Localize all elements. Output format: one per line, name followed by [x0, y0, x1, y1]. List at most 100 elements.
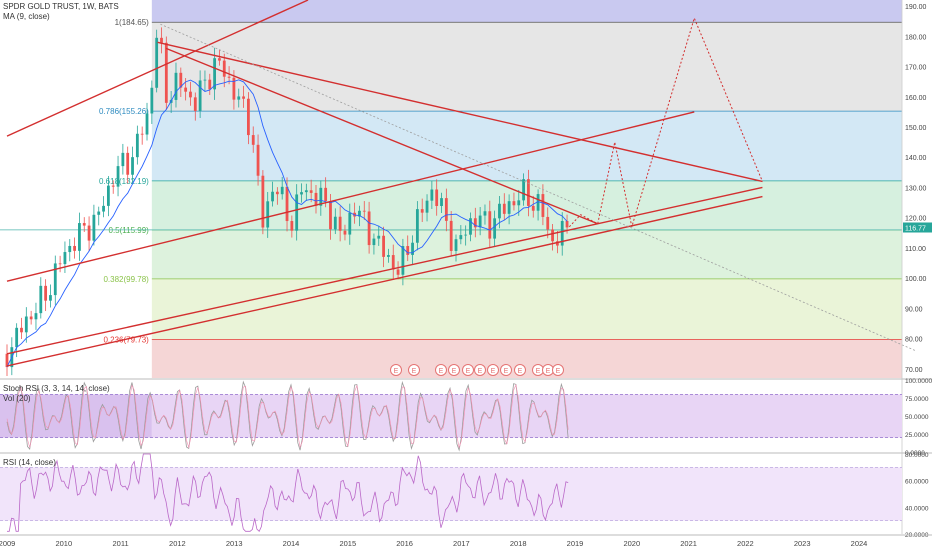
- event-label-5: E: [478, 368, 483, 375]
- candle-body: [203, 79, 207, 81]
- candle-body: [517, 200, 521, 206]
- fib-label-1: 0.786(155.26): [99, 107, 149, 116]
- candle-body: [58, 263, 62, 265]
- event-label-1: E: [412, 368, 417, 375]
- time-tick-2014: 2014: [283, 539, 300, 548]
- candle-body: [527, 179, 530, 206]
- event-label-11: E: [556, 368, 561, 375]
- time-tick-2018: 2018: [510, 539, 527, 548]
- candle-body: [396, 269, 400, 275]
- candle-body: [406, 246, 410, 255]
- candle-body: [512, 201, 516, 206]
- candle-body: [401, 246, 405, 275]
- candle-body: [34, 313, 38, 320]
- support-line-1: [6, 186, 763, 355]
- candle-body: [290, 221, 294, 231]
- candle-body: [459, 235, 463, 240]
- candle-body: [227, 76, 231, 78]
- candle-body: [5, 353, 9, 368]
- candle-body: [155, 37, 159, 88]
- resistance-line-1: [157, 41, 763, 183]
- candle-body: [343, 230, 347, 235]
- price-tick-4: 150.00: [905, 125, 927, 132]
- price-tick-9: 100.00: [905, 276, 927, 283]
- price-tick-11: 80.00: [905, 337, 923, 344]
- main-legend: SPDR GOLD TRUST, 1W, BATS MA (9, close): [3, 2, 119, 22]
- chart-title: SPDR GOLD TRUST, 1W, BATS: [3, 2, 119, 11]
- candle-body: [97, 211, 101, 215]
- candle-body: [24, 316, 28, 333]
- rsi-line: [7, 453, 569, 533]
- stoch-d-line: [6, 383, 569, 449]
- candle-body: [464, 234, 468, 236]
- candle-body: [121, 152, 125, 167]
- stoch-tick-0: 100.0000: [905, 378, 932, 385]
- rsi-label: RSI (14, close): [3, 458, 56, 467]
- time-tick-2011: 2011: [113, 539, 129, 548]
- ma-indicator-label: MA (9, close): [3, 12, 50, 21]
- price-tick-3: 160.00: [905, 95, 927, 102]
- event-label-10: E: [546, 368, 551, 375]
- fib-zone-1-786: [151, 22, 903, 112]
- price-tick-1: 180.00: [905, 34, 927, 41]
- candle-body: [411, 242, 414, 255]
- event-marker-6: [487, 364, 499, 376]
- stoch-rsi-label: Stoch RSI (3, 3, 14, 14, close): [3, 384, 110, 393]
- fib-zone-618-5: [151, 180, 903, 230]
- candle-body: [449, 220, 453, 251]
- candle-body: [29, 316, 33, 320]
- candle-body: [131, 157, 134, 175]
- candle-body: [208, 79, 212, 90]
- candles: [5, 27, 569, 377]
- candle-body: [198, 80, 202, 111]
- time-tick-2012: 2012: [169, 539, 186, 548]
- fib-label-5: 0.236(79.73): [103, 336, 149, 345]
- candle-body: [488, 211, 492, 239]
- stoch-tick-3: 25.0000: [905, 432, 929, 439]
- candle-body: [106, 185, 110, 206]
- candle-body: [319, 187, 323, 206]
- candle-body: [73, 245, 76, 251]
- candle-body: [324, 187, 328, 201]
- candle-body: [140, 133, 144, 135]
- candle-body: [483, 211, 487, 216]
- candle-body: [150, 87, 154, 114]
- stoch-tick-4: 0.0000: [905, 450, 925, 457]
- candle-body: [87, 225, 91, 241]
- event-marker-5: [474, 364, 486, 376]
- candle-body: [551, 229, 554, 242]
- time-tick-2010: 2010: [55, 539, 72, 548]
- candle-body: [68, 245, 72, 253]
- candle-body: [275, 191, 279, 195]
- candle-body: [502, 203, 506, 214]
- event-marker-3: [448, 364, 460, 376]
- candle-body: [498, 203, 501, 219]
- rsi-tick-2: 40.0000: [905, 505, 929, 512]
- candle-body: [111, 185, 115, 187]
- rsi-tick-0: 80.0000: [905, 452, 929, 459]
- price-tick-8: 110.00: [905, 246, 926, 253]
- candle-body: [242, 96, 245, 99]
- candle-body: [420, 209, 424, 213]
- candle-body: [145, 113, 149, 135]
- rsi-tick-1: 60.0000: [905, 479, 929, 486]
- candle-body: [367, 211, 371, 246]
- price-tick-7: 120.00: [905, 216, 927, 223]
- candle-body: [415, 209, 419, 243]
- event-marker-2: [435, 364, 447, 376]
- candle-body: [560, 220, 564, 246]
- last-price-label: 116.77: [905, 225, 926, 232]
- event-marker-1: [408, 364, 420, 376]
- event-marker-7: [500, 364, 512, 376]
- candle-body: [20, 327, 23, 333]
- fib-zone-bottom: [151, 339, 903, 378]
- candle-body: [391, 255, 395, 270]
- event-label-0: E: [394, 368, 399, 375]
- candle-body: [377, 235, 381, 239]
- event-label-2: E: [439, 368, 444, 375]
- candle-body: [300, 192, 303, 195]
- event-label-9: E: [536, 368, 541, 375]
- candle-body: [493, 218, 497, 239]
